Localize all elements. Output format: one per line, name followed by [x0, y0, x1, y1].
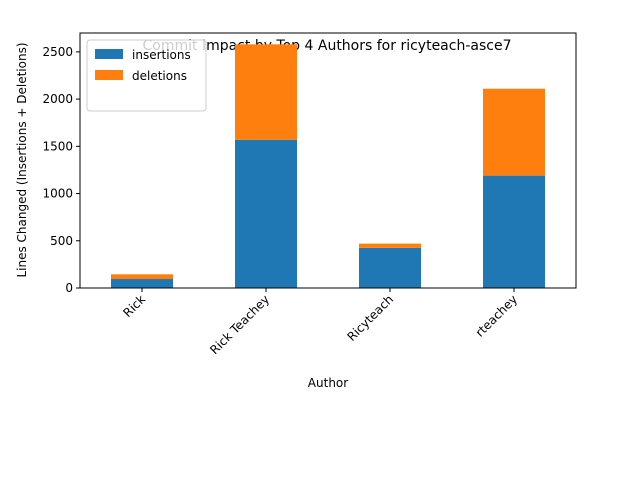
bar-insertions-2 [359, 247, 421, 288]
legend-label-insertions: insertions [132, 48, 191, 62]
y-tick-label: 500 [50, 234, 73, 248]
bar-deletions-1 [235, 44, 297, 140]
legend: insertions deletions [86, 39, 207, 112]
bar-deletions-3 [483, 88, 545, 176]
x-tick-label: Rick Teachey [207, 292, 272, 357]
legend-swatch-insertions [95, 49, 123, 59]
bar-deletions-2 [359, 243, 421, 248]
y-tick-label: 1000 [42, 187, 73, 201]
bar-insertions-0 [111, 279, 173, 288]
chart-title: Commit Impact by Top 4 Authors for ricyt… [143, 38, 512, 54]
y-axis: 0 500 1000 1500 2000 2500 [42, 45, 80, 295]
bars-group [111, 44, 545, 288]
x-axis: Rick Rick Teachey Ricyteach rteachey [120, 288, 520, 357]
x-tick-label: Ricyteach [344, 292, 396, 344]
x-axis-label: Author [308, 376, 348, 390]
legend-label-deletions: deletions [132, 69, 187, 83]
y-tick-label: 0 [65, 281, 73, 295]
y-axis-label: Lines Changed (Insertions + Deletions) [15, 42, 29, 277]
bar-insertions-3 [483, 175, 545, 288]
legend-swatch-deletions [95, 70, 123, 80]
x-tick-label: rteachey [473, 292, 520, 339]
bar-deletions-0 [111, 274, 173, 280]
x-tick-label: Rick [120, 292, 148, 320]
plot-frame [79, 32, 577, 289]
y-tick-label: 2500 [42, 45, 73, 59]
y-tick-label: 1500 [42, 139, 73, 153]
y-tick-label: 2000 [42, 92, 73, 106]
bar-insertions-1 [235, 139, 297, 288]
